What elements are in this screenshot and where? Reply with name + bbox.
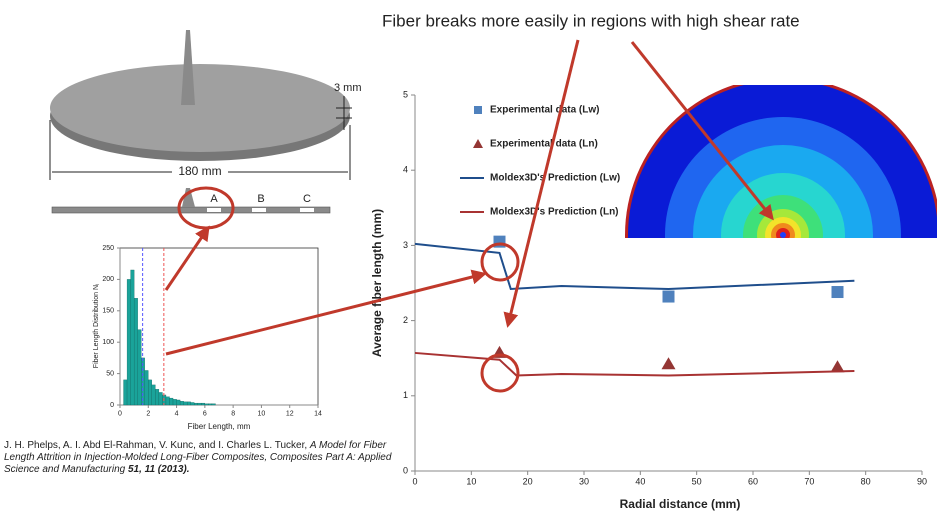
histogram-bar — [166, 397, 170, 405]
y-tick-label: 200 — [102, 276, 114, 283]
x-tick-label: 0 — [118, 410, 122, 417]
histogram-bar — [138, 330, 142, 405]
disk-top — [50, 64, 350, 152]
y-axis-label-sub: i — [95, 284, 101, 285]
histogram-bar — [124, 380, 128, 405]
legend-label: Moldex3D's Prediction (Lw) — [490, 173, 620, 184]
histogram-bar — [131, 270, 135, 405]
histogram-bar — [212, 404, 216, 405]
histogram-bar — [187, 402, 191, 405]
x-tick-label: 12 — [286, 410, 294, 417]
x-tick-label: 2 — [146, 410, 150, 417]
slide: Fiber breaks more easily in regions with… — [0, 0, 937, 515]
slot — [300, 208, 314, 212]
x-tick-label: 60 — [748, 477, 758, 487]
slot — [207, 208, 221, 212]
histogram-bar — [205, 404, 209, 405]
legend-marker — [473, 139, 483, 148]
x-tick-label: 6 — [203, 410, 207, 417]
thickness-label: 3 mm — [334, 82, 362, 94]
histogram-bar — [152, 385, 156, 405]
x-tick-label: 40 — [635, 477, 645, 487]
x-tick-label: 30 — [579, 477, 589, 487]
y-axis-label: Fiber Length Distribution Ni — [93, 284, 101, 368]
y-tick-label: 150 — [102, 308, 114, 315]
histogram-bar — [194, 403, 198, 405]
region-label: C — [303, 193, 311, 205]
contour-band — [780, 232, 786, 238]
histogram-bar — [180, 401, 184, 405]
y-tick-label: 250 — [102, 245, 114, 252]
histogram-bar — [198, 403, 202, 405]
histogram-bar — [145, 370, 149, 405]
histogram-bar — [208, 404, 212, 405]
citation: J. H. Phelps, A. I. Abd El-Rahman, V. Ku… — [4, 440, 404, 476]
x-tick-label: 70 — [804, 477, 814, 487]
histogram-bar — [173, 399, 177, 405]
histogram-bar — [184, 402, 188, 405]
y-tick-label: 5 — [403, 89, 408, 99]
y-tick-label: 50 — [106, 370, 114, 377]
histogram-bar — [201, 403, 205, 405]
x-tick-label: 0 — [412, 477, 417, 487]
histogram-bar — [155, 389, 159, 405]
y-tick-label: 2 — [403, 315, 408, 325]
histogram-bar — [170, 398, 174, 405]
y-tick-label: 100 — [102, 339, 114, 346]
x-tick-label: 20 — [523, 477, 533, 487]
x-tick-label: 80 — [861, 477, 871, 487]
histogram-bar — [191, 402, 195, 405]
x-tick-label: 50 — [692, 477, 702, 487]
x-tick-label: 8 — [231, 410, 235, 417]
shear-contour — [625, 77, 937, 393]
y-tick-label: 0 — [110, 402, 114, 409]
legend-label: Experimental data (Lw) — [490, 105, 599, 116]
x-tick-label: 90 — [917, 477, 927, 487]
citation-volume: 51, 11 (2013). — [128, 464, 190, 475]
histogram-bar — [134, 298, 138, 405]
x-tick-label: 4 — [175, 410, 179, 417]
x-tick-label: 10 — [258, 410, 266, 417]
histogram-bar — [148, 380, 152, 405]
slot — [252, 208, 266, 212]
data-point — [663, 291, 675, 303]
histogram-bar — [159, 392, 163, 405]
legend-label: Moldex3D's Prediction (Ln) — [490, 207, 619, 218]
y-tick-label: 1 — [403, 390, 408, 400]
highlight-circle — [482, 244, 518, 280]
cross-section — [52, 207, 330, 213]
data-point — [832, 286, 844, 298]
legend-label: Experimental data (Ln) — [490, 139, 598, 150]
region-label: A — [210, 193, 218, 205]
data-point — [662, 357, 676, 369]
arrow — [166, 274, 484, 354]
x-tick-label: 14 — [314, 410, 322, 417]
disk-diagram: 3 mm 180 mm A B C — [50, 30, 362, 213]
diameter-label: 180 mm — [178, 164, 221, 178]
x-tick-label: 10 — [466, 477, 476, 487]
histogram-bar — [177, 400, 181, 405]
y-tick-label: 4 — [403, 165, 408, 175]
page: { "headline": "Fiber breaks more easily … — [0, 0, 937, 515]
histogram-bar — [127, 279, 131, 405]
y-axis-label: Average fiber length (mm) — [370, 209, 384, 357]
citation-authors: J. H. Phelps, A. I. Abd El-Rahman, V. Ku… — [4, 440, 307, 451]
headline: Fiber breaks more easily in regions with… — [382, 11, 800, 30]
x-axis-label: Fiber Length, mm — [188, 422, 251, 431]
legend-marker — [474, 106, 482, 114]
y-tick-label: 3 — [403, 240, 408, 250]
series-line — [415, 244, 854, 289]
arrow — [166, 228, 208, 290]
x-axis-label: Radial distance (mm) — [620, 497, 741, 511]
region-label: B — [257, 193, 264, 205]
